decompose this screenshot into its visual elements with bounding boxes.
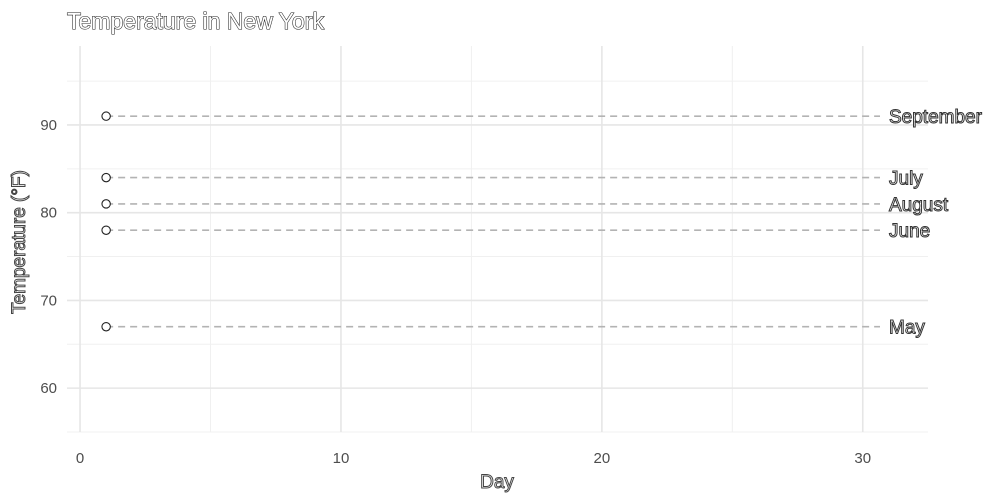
month-label-september: September [889,107,983,128]
y-tick-label: 70 [40,292,57,309]
data-point-june [101,225,111,235]
data-point-september [101,111,111,121]
y-tick-label: 90 [40,117,57,134]
chart-title: Temperature in New York [67,8,324,34]
data-points [101,111,111,332]
reference-lines [106,115,880,328]
month-label-july: July [889,169,923,190]
grid [67,46,928,433]
x-tick-label: 20 [594,450,611,467]
month-labels: September July August June May [889,107,984,340]
data-point-may [101,321,111,332]
x-tick-label: 30 [854,450,871,467]
month-label-june: June [889,221,930,242]
y-tick-label: 80 [40,205,57,222]
month-label-august: August [889,195,949,216]
y-tick-label: 60 [40,380,57,397]
x-axis-title: Day [480,472,514,493]
y-axis-title: Temperature (°F) [9,170,30,314]
data-point-august [101,199,111,209]
x-tick-label: 10 [333,450,350,467]
data-point-july [101,172,111,183]
month-label-may: May [889,318,925,339]
tick-labels: 0 10 20 30 60 70 80 90 [40,117,871,467]
x-tick-label: 0 [76,450,84,467]
